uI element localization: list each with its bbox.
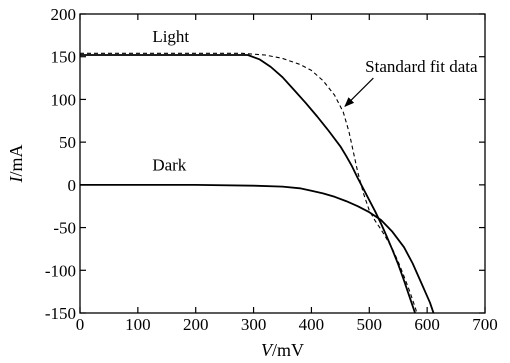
x-tick-label: 700	[472, 315, 498, 334]
x-tick-label: 500	[357, 315, 383, 334]
annotation-dark: Dark	[152, 155, 186, 174]
x-axis-title: V/mV	[261, 340, 304, 360]
x-tick-label: 400	[299, 315, 325, 334]
y-tick-label: -150	[45, 304, 76, 323]
x-tick-label: 0	[76, 315, 85, 334]
annotation-standard-fit-data: Standard fit data	[365, 57, 478, 76]
x-tick-label: 100	[125, 315, 151, 334]
x-tick-label: 200	[183, 315, 209, 334]
y-tick-label: -50	[53, 219, 76, 238]
series-line-dark	[80, 185, 434, 315]
y-tick-label: 100	[51, 90, 77, 109]
y-tick-label: 150	[51, 48, 77, 67]
x-tick-label: 300	[241, 315, 267, 334]
y-tick-label: -100	[45, 261, 76, 280]
annotation-arrow	[345, 78, 373, 106]
annotation-light: Light	[152, 27, 189, 46]
y-axis-title: I/mA	[6, 144, 26, 183]
y-tick-label: 0	[68, 176, 77, 195]
y-tick-label: 200	[51, 5, 77, 24]
x-tick-label: 600	[414, 315, 440, 334]
y-tick-label: 50	[59, 133, 76, 152]
